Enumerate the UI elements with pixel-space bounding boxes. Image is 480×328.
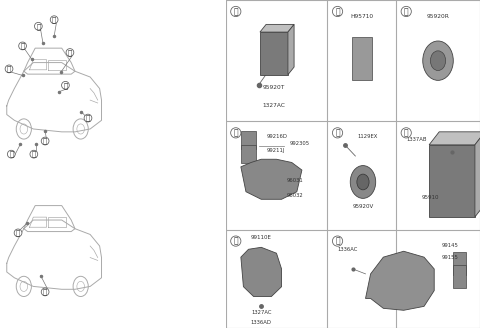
Text: 1129EX: 1129EX bbox=[358, 133, 378, 139]
Text: ⓒ: ⓒ bbox=[404, 7, 408, 16]
Text: 99211J: 99211J bbox=[266, 148, 285, 153]
Polygon shape bbox=[260, 24, 294, 32]
Text: ⓖ: ⓖ bbox=[233, 236, 238, 246]
Text: 99145: 99145 bbox=[442, 243, 459, 248]
Text: H95710: H95710 bbox=[350, 14, 373, 19]
Text: 96031: 96031 bbox=[287, 178, 303, 183]
Polygon shape bbox=[260, 32, 288, 75]
Text: ⓐ: ⓐ bbox=[233, 7, 238, 16]
Text: 99155: 99155 bbox=[442, 255, 459, 260]
Text: 992305: 992305 bbox=[289, 141, 309, 146]
Polygon shape bbox=[366, 251, 434, 310]
Polygon shape bbox=[429, 145, 475, 217]
Text: ⓕ: ⓕ bbox=[404, 128, 408, 137]
Circle shape bbox=[357, 174, 369, 190]
Text: 1327AC: 1327AC bbox=[251, 310, 272, 315]
Text: ⓕ: ⓕ bbox=[43, 138, 47, 144]
Text: ⓕ: ⓕ bbox=[32, 151, 36, 157]
Text: ⓕ: ⓕ bbox=[86, 115, 90, 121]
Polygon shape bbox=[475, 132, 480, 217]
Text: ⓑ: ⓑ bbox=[335, 7, 340, 16]
Circle shape bbox=[431, 51, 445, 71]
Polygon shape bbox=[241, 145, 256, 163]
Text: 95920T: 95920T bbox=[263, 85, 285, 90]
Text: 95920R: 95920R bbox=[427, 14, 449, 19]
Text: 99216D: 99216D bbox=[266, 133, 287, 139]
Polygon shape bbox=[241, 131, 256, 149]
Text: ⓔ: ⓔ bbox=[335, 128, 340, 137]
Polygon shape bbox=[429, 132, 480, 145]
Text: ⓐ: ⓐ bbox=[7, 66, 11, 72]
Text: ⓓ: ⓓ bbox=[52, 16, 56, 23]
Text: 95910: 95910 bbox=[421, 195, 439, 200]
Polygon shape bbox=[241, 247, 282, 297]
Text: ⓔ: ⓔ bbox=[63, 82, 68, 89]
Text: 1337AB: 1337AB bbox=[406, 137, 427, 142]
Text: 1327AC: 1327AC bbox=[263, 103, 286, 108]
Circle shape bbox=[423, 41, 453, 80]
Text: ⓓ: ⓓ bbox=[233, 128, 238, 137]
Text: ⓗ: ⓗ bbox=[335, 236, 340, 246]
Polygon shape bbox=[453, 265, 466, 288]
Circle shape bbox=[350, 166, 376, 198]
Polygon shape bbox=[351, 37, 372, 80]
Text: 1336AD: 1336AD bbox=[251, 320, 272, 325]
Text: ⓖ: ⓖ bbox=[9, 151, 13, 157]
Polygon shape bbox=[453, 252, 466, 275]
Text: ⓑ: ⓑ bbox=[21, 43, 24, 49]
Text: ⓔ: ⓔ bbox=[68, 49, 72, 56]
Text: 95920V: 95920V bbox=[352, 204, 373, 209]
Text: ⓗ: ⓗ bbox=[43, 289, 47, 295]
Text: 1336AC: 1336AC bbox=[337, 247, 358, 252]
Text: 99110E: 99110E bbox=[251, 236, 272, 240]
Polygon shape bbox=[288, 24, 294, 75]
Text: ⓗ: ⓗ bbox=[16, 230, 20, 236]
Text: 96032: 96032 bbox=[287, 193, 303, 198]
Text: ⓒ: ⓒ bbox=[36, 23, 40, 30]
Polygon shape bbox=[241, 159, 302, 199]
